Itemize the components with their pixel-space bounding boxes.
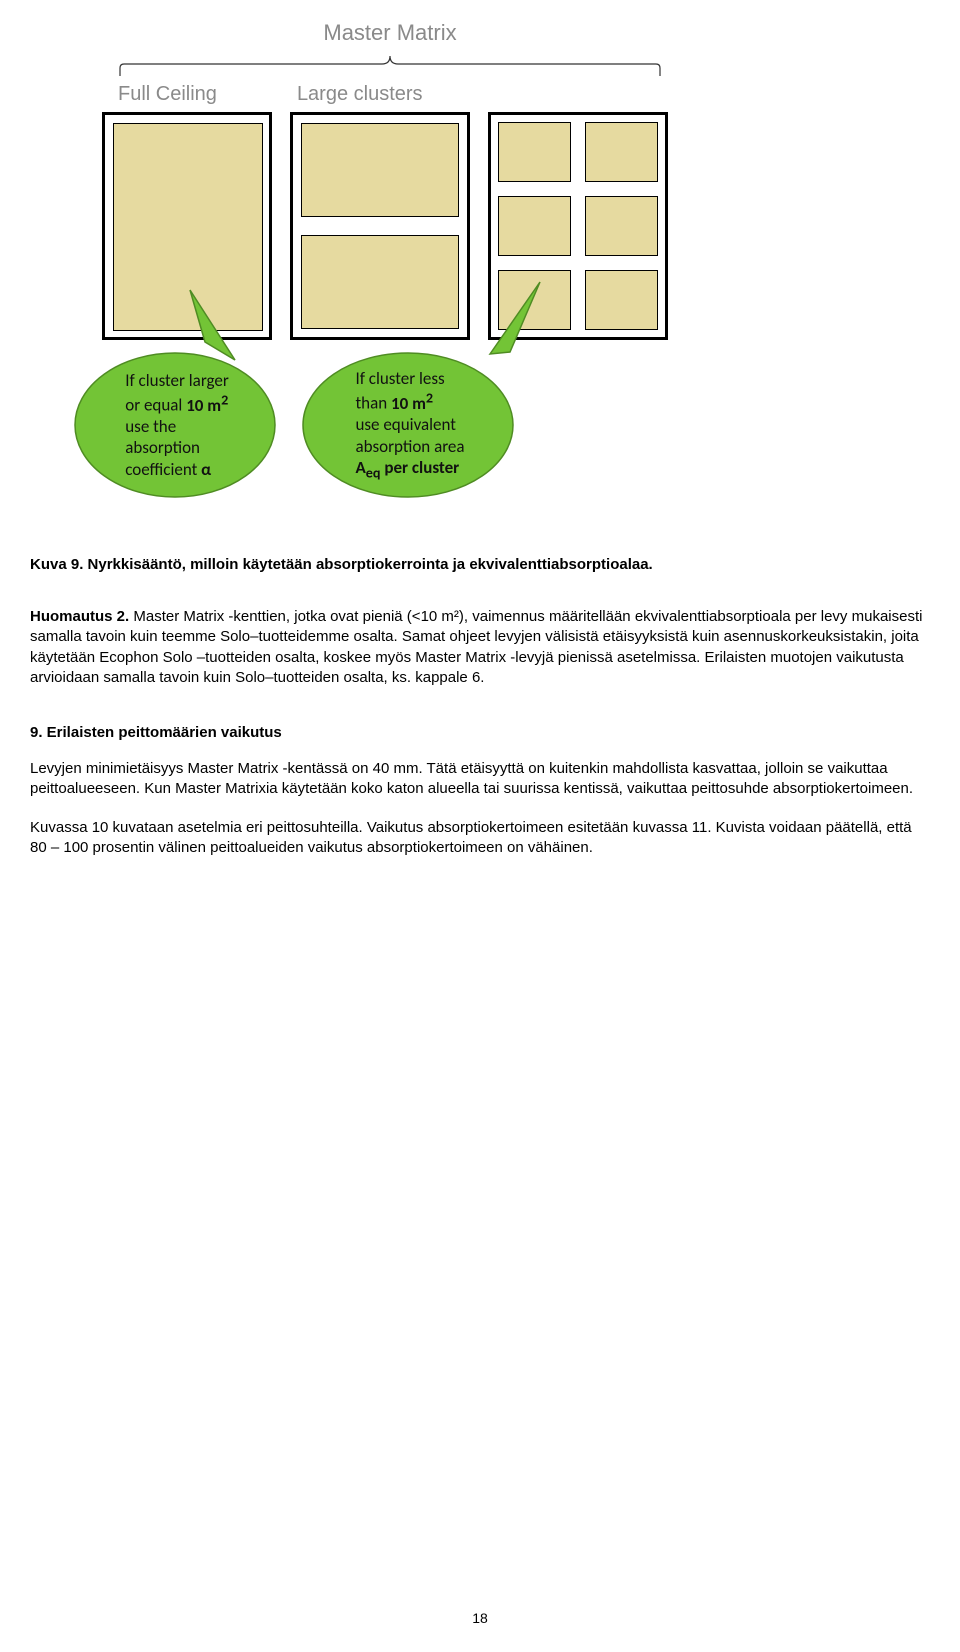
- small-cluster-tile: [585, 196, 658, 256]
- body-paragraph-2: Kuvassa 10 kuvataan asetelmia eri peitto…: [30, 818, 930, 859]
- brace-wrap: [110, 50, 670, 83]
- page-number: 18: [0, 1610, 960, 1626]
- bubble-left: If cluster largeror equal 10 m2use theab…: [82, 360, 272, 490]
- body-paragraph-1: Levyjen minimietäisyys Master Matrix -ke…: [30, 759, 930, 800]
- panel-labels: Full Ceiling Large clusters: [70, 83, 710, 106]
- brace-svg: [110, 50, 670, 78]
- full-ceiling-tile: [113, 123, 263, 331]
- small-cluster-tile: [585, 122, 658, 182]
- panel-full-ceiling: [102, 112, 272, 340]
- section-heading: 9. Erilaisten peittomäärien vaikutus: [30, 724, 930, 741]
- master-matrix-diagram: Master Matrix Full Ceiling Large cluster…: [70, 20, 710, 530]
- small-cluster-row: [498, 122, 658, 182]
- bubble-right: If cluster lessthan 10 m2use equivalenta…: [315, 360, 505, 490]
- small-cluster-tile: [585, 270, 658, 330]
- document-page: Master Matrix Full Ceiling Large cluster…: [0, 0, 960, 1652]
- bubble-right-text: If cluster lessthan 10 m2use equivalenta…: [355, 368, 464, 482]
- large-cluster-tile: [301, 123, 459, 217]
- large-cluster-tile: [301, 235, 459, 329]
- note-paragraph: Huomautus 2. Master Matrix -kenttien, jo…: [30, 607, 930, 688]
- note-head: Huomautus 2.: [30, 608, 129, 625]
- speech-bubbles: If cluster largeror equal 10 m2use theab…: [70, 330, 710, 530]
- small-cluster-row: [498, 196, 658, 256]
- note-body: Master Matrix -kenttien, jotka ovat pien…: [30, 608, 922, 686]
- bubble-left-text: If cluster largeror equal 10 m2use theab…: [125, 370, 229, 480]
- panel-small-clusters: [488, 112, 668, 340]
- label-large-clusters: Large clusters: [297, 83, 423, 106]
- panels-row: [70, 112, 710, 340]
- diagram-title: Master Matrix: [70, 20, 710, 46]
- small-cluster-tile: [498, 196, 571, 256]
- label-full-ceiling: Full Ceiling: [118, 83, 217, 106]
- small-cluster-tile: [498, 122, 571, 182]
- panel-large-clusters: [290, 112, 470, 340]
- figure-caption: Kuva 9. Nyrkkisääntö, milloin käytetään …: [30, 556, 930, 573]
- small-cluster-tile: [498, 270, 571, 330]
